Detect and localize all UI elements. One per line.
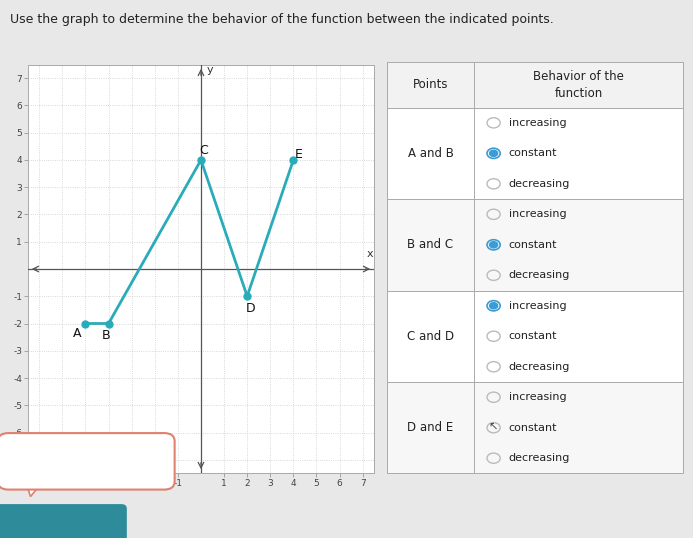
Text: D and E: D and E bbox=[407, 421, 453, 434]
Text: D: D bbox=[246, 302, 256, 315]
Text: A: A bbox=[73, 327, 82, 339]
Text: increasing: increasing bbox=[509, 209, 566, 220]
Text: C and D: C and D bbox=[407, 330, 454, 343]
Text: increasing: increasing bbox=[509, 118, 566, 128]
Text: C: C bbox=[200, 144, 208, 157]
Text: B and C: B and C bbox=[407, 238, 453, 251]
Text: decreasing: decreasing bbox=[509, 179, 570, 189]
Text: Points: Points bbox=[413, 78, 448, 91]
Text: x: x bbox=[367, 250, 373, 259]
Text: decreasing: decreasing bbox=[509, 453, 570, 463]
Text: A and B: A and B bbox=[407, 147, 453, 160]
Text: decreasing: decreasing bbox=[509, 362, 570, 372]
Text: decreasing: decreasing bbox=[509, 270, 570, 280]
Text: constant: constant bbox=[509, 331, 557, 341]
Text: E: E bbox=[295, 148, 303, 161]
Text: constant: constant bbox=[509, 240, 557, 250]
Text: Use the graph to determine the behavior of the function between the indicated po: Use the graph to determine the behavior … bbox=[10, 13, 554, 26]
Text: Try again: Try again bbox=[55, 454, 118, 469]
Text: Behavior of the
function: Behavior of the function bbox=[534, 70, 624, 100]
Text: B: B bbox=[102, 329, 111, 342]
Text: increasing: increasing bbox=[509, 301, 566, 311]
Text: constant: constant bbox=[509, 148, 557, 158]
Text: y: y bbox=[207, 65, 213, 75]
Text: ↖: ↖ bbox=[489, 423, 498, 433]
Text: Recheck: Recheck bbox=[28, 516, 94, 530]
Text: increasing: increasing bbox=[509, 392, 566, 402]
Text: constant: constant bbox=[509, 423, 557, 433]
